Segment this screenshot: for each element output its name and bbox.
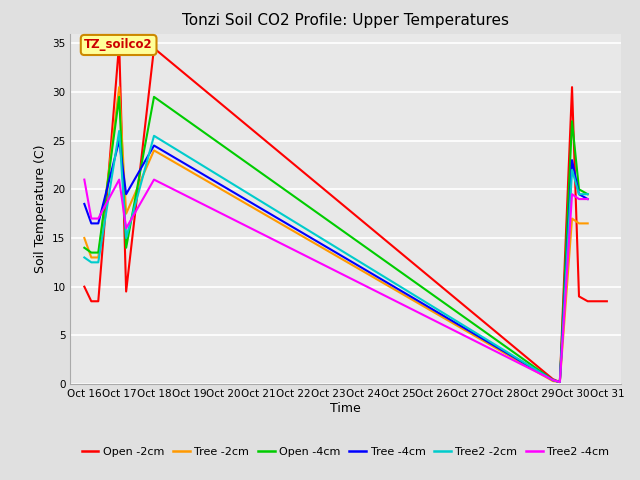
Legend: Open -2cm, Tree -2cm, Open -4cm, Tree -4cm, Tree2 -2cm, Tree2 -4cm: Open -2cm, Tree -2cm, Open -4cm, Tree -4… xyxy=(77,442,614,461)
Y-axis label: Soil Temperature (C): Soil Temperature (C) xyxy=(34,144,47,273)
Title: Tonzi Soil CO2 Profile: Upper Temperatures: Tonzi Soil CO2 Profile: Upper Temperatur… xyxy=(182,13,509,28)
X-axis label: Time: Time xyxy=(330,402,361,415)
Text: TZ_soilco2: TZ_soilco2 xyxy=(84,38,153,51)
